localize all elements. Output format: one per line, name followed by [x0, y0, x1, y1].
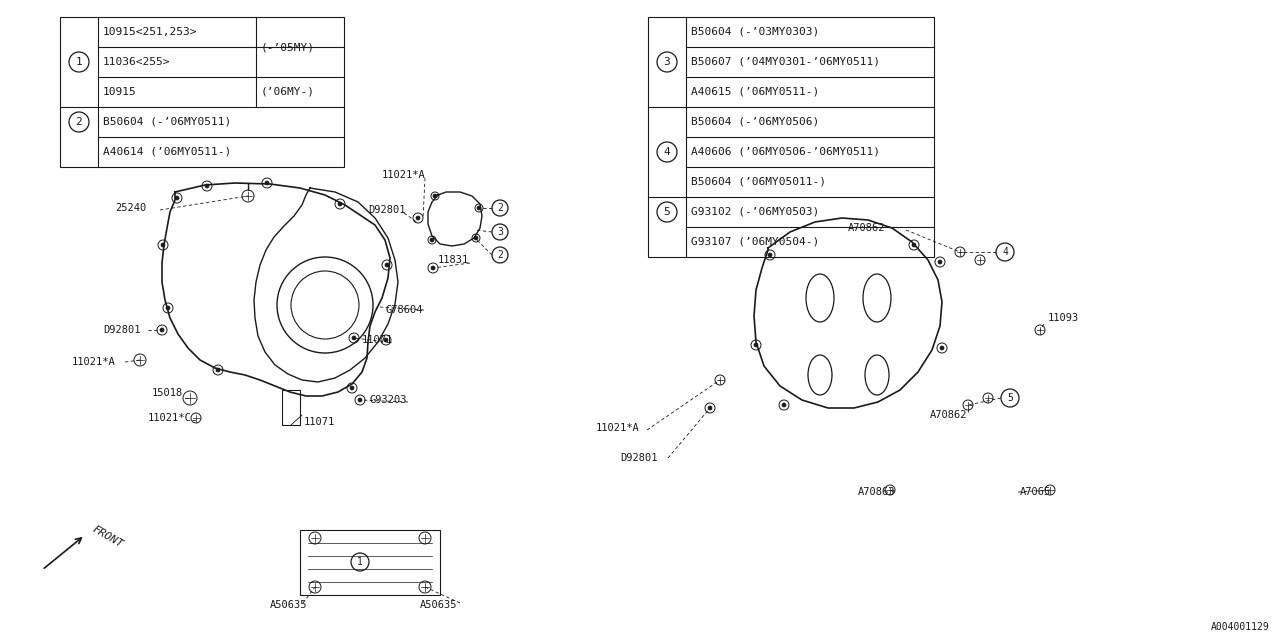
- Text: 10915<251,253>: 10915<251,253>: [102, 27, 197, 37]
- Text: A50635: A50635: [420, 600, 457, 610]
- Circle shape: [1001, 389, 1019, 407]
- Circle shape: [940, 346, 945, 350]
- Circle shape: [477, 206, 481, 210]
- Text: B50604 (-’06MY0511): B50604 (-’06MY0511): [102, 117, 232, 127]
- Circle shape: [338, 202, 342, 206]
- Circle shape: [492, 247, 508, 263]
- Bar: [300, 530, 440, 595]
- Circle shape: [911, 243, 916, 247]
- Text: G93203: G93203: [370, 395, 407, 405]
- Circle shape: [166, 306, 170, 310]
- Circle shape: [416, 216, 420, 220]
- Bar: [648, 17, 934, 257]
- Circle shape: [161, 243, 165, 247]
- Text: A40615 (’06MY0511-): A40615 (’06MY0511-): [691, 87, 819, 97]
- Circle shape: [996, 243, 1014, 261]
- Bar: [60, 17, 344, 167]
- Text: FRONT: FRONT: [90, 524, 124, 550]
- Circle shape: [938, 260, 942, 264]
- Text: 10915: 10915: [102, 87, 137, 97]
- Circle shape: [352, 336, 356, 340]
- Text: A70862: A70862: [931, 410, 968, 420]
- Text: 2: 2: [497, 250, 503, 260]
- Circle shape: [175, 196, 179, 200]
- Text: G78604: G78604: [385, 305, 422, 315]
- Text: 4: 4: [1002, 247, 1007, 257]
- Circle shape: [708, 406, 712, 410]
- Circle shape: [657, 202, 677, 222]
- Circle shape: [433, 194, 436, 198]
- Text: A40614 (’06MY0511-): A40614 (’06MY0511-): [102, 147, 232, 157]
- Circle shape: [768, 253, 772, 257]
- Text: 1: 1: [76, 57, 82, 67]
- Circle shape: [782, 403, 786, 407]
- Text: 11071: 11071: [305, 417, 335, 427]
- Circle shape: [349, 386, 355, 390]
- Text: 2: 2: [76, 117, 82, 127]
- Circle shape: [351, 553, 369, 571]
- Text: A004001129: A004001129: [1211, 622, 1270, 632]
- Text: A7065: A7065: [1020, 487, 1051, 497]
- Text: D92801: D92801: [102, 325, 141, 335]
- Circle shape: [474, 236, 477, 240]
- Text: 15018: 15018: [152, 388, 183, 398]
- Text: B50604 (-’06MY0506): B50604 (-’06MY0506): [691, 117, 819, 127]
- Circle shape: [205, 184, 209, 188]
- Text: A50635: A50635: [270, 600, 307, 610]
- Bar: [282, 390, 300, 425]
- Circle shape: [69, 52, 90, 72]
- Text: G93107 (’06MY0504-): G93107 (’06MY0504-): [691, 237, 819, 247]
- Circle shape: [216, 368, 220, 372]
- Text: 11021*C: 11021*C: [148, 413, 192, 423]
- Text: 1: 1: [357, 557, 364, 567]
- Text: A40606 (’06MY0506-’06MY0511): A40606 (’06MY0506-’06MY0511): [691, 147, 881, 157]
- Text: G93102 (-’06MY0503): G93102 (-’06MY0503): [691, 207, 819, 217]
- Text: D92801: D92801: [369, 205, 406, 215]
- Circle shape: [657, 52, 677, 72]
- Text: 5: 5: [1007, 393, 1012, 403]
- Circle shape: [69, 112, 90, 132]
- Circle shape: [265, 181, 269, 185]
- Text: 3: 3: [497, 227, 503, 237]
- Circle shape: [160, 328, 164, 332]
- Text: D92801: D92801: [620, 453, 658, 463]
- Text: 3: 3: [663, 57, 671, 67]
- Text: B50607 (’04MY0301-’06MY0511): B50607 (’04MY0301-’06MY0511): [691, 57, 881, 67]
- Circle shape: [754, 343, 758, 347]
- Circle shape: [385, 263, 389, 267]
- Circle shape: [384, 338, 388, 342]
- Text: A70862: A70862: [849, 223, 886, 233]
- Text: A70863: A70863: [858, 487, 896, 497]
- Text: 4: 4: [663, 147, 671, 157]
- Text: 11021*A: 11021*A: [381, 170, 426, 180]
- Circle shape: [492, 224, 508, 240]
- Text: 11021*A: 11021*A: [72, 357, 115, 367]
- Circle shape: [657, 142, 677, 162]
- Text: 5: 5: [663, 207, 671, 217]
- Text: 11036<255>: 11036<255>: [102, 57, 170, 67]
- Circle shape: [431, 266, 435, 270]
- Text: 11021*A: 11021*A: [596, 423, 640, 433]
- Text: 25240: 25240: [115, 203, 146, 213]
- Text: (-’05MY): (-’05MY): [261, 42, 315, 52]
- Text: 2: 2: [497, 203, 503, 213]
- Text: 11831: 11831: [438, 255, 470, 265]
- Circle shape: [358, 398, 362, 402]
- Text: B50604 (’06MY05011-): B50604 (’06MY05011-): [691, 177, 826, 187]
- Circle shape: [288, 394, 292, 398]
- Text: B50604 (-’03MY0303): B50604 (-’03MY0303): [691, 27, 819, 37]
- Text: (’06MY-): (’06MY-): [261, 87, 315, 97]
- Circle shape: [492, 200, 508, 216]
- Text: 11093: 11093: [1048, 313, 1079, 323]
- Text: 11071: 11071: [362, 335, 393, 345]
- Circle shape: [430, 238, 434, 242]
